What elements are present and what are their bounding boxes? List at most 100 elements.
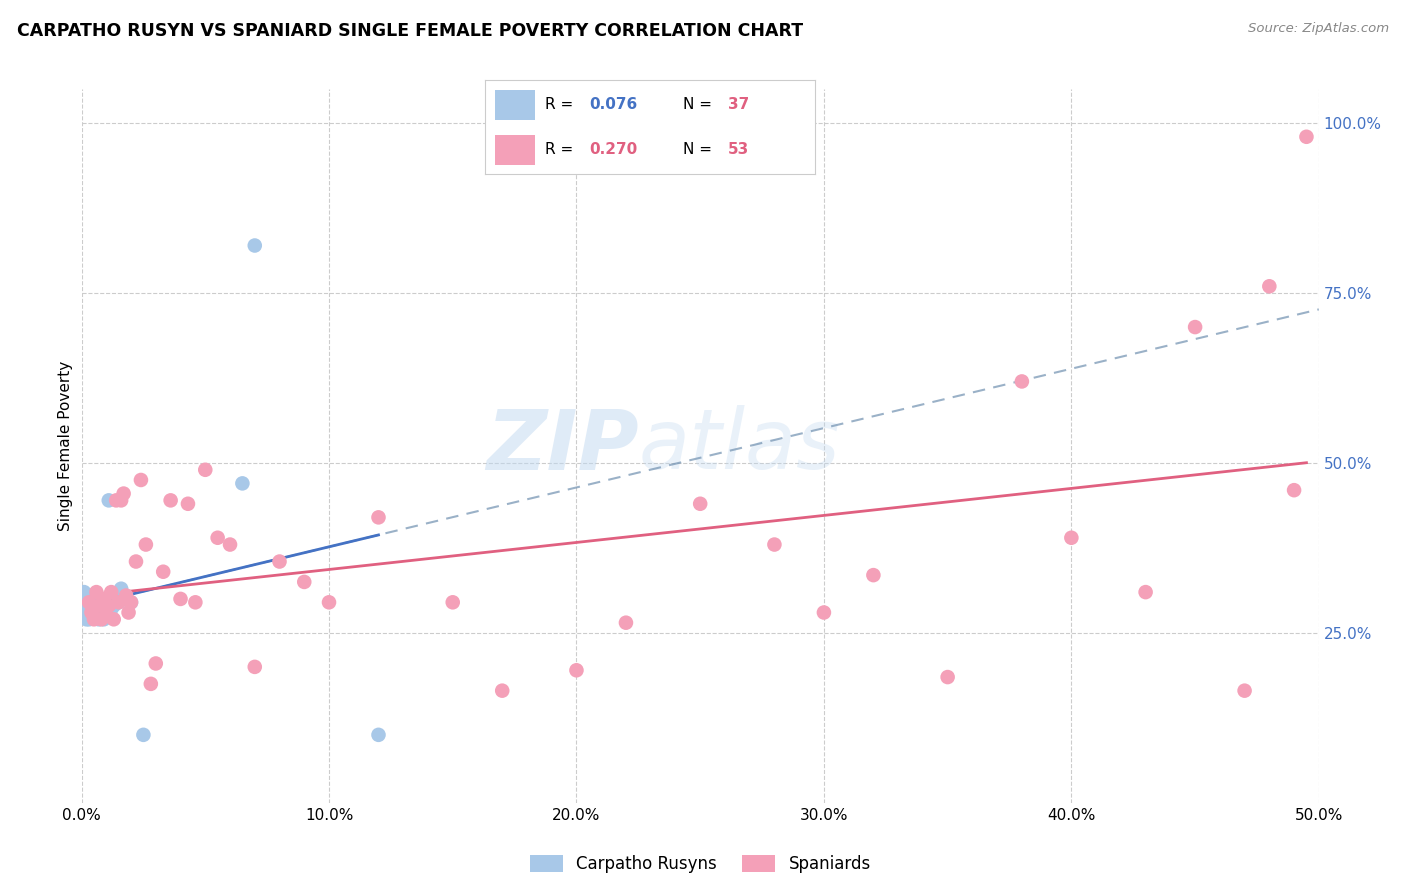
Point <box>177 497 200 511</box>
Point <box>1295 129 1317 144</box>
Point <box>1282 483 1305 498</box>
Point <box>77 589 100 603</box>
Point <box>117 606 139 620</box>
Point <box>107 595 129 609</box>
Point <box>76 589 98 603</box>
Point <box>292 574 315 589</box>
Point <box>1233 683 1256 698</box>
Point <box>77 595 100 609</box>
Point <box>614 615 637 630</box>
Legend: Carpatho Rusyns, Spaniards: Carpatho Rusyns, Spaniards <box>523 848 877 880</box>
Text: N =: N = <box>683 97 717 112</box>
Point <box>135 537 157 551</box>
Text: ZIP: ZIP <box>485 406 638 486</box>
Point <box>120 595 142 609</box>
Point <box>1258 279 1281 293</box>
Point <box>862 568 884 582</box>
Point <box>86 602 108 616</box>
Point <box>110 493 132 508</box>
Point <box>105 493 128 508</box>
Point <box>1135 585 1157 599</box>
Point <box>132 728 155 742</box>
Text: 37: 37 <box>728 97 749 112</box>
Point <box>76 602 98 616</box>
Point <box>80 591 103 606</box>
Point <box>72 595 94 609</box>
Point <box>90 608 112 623</box>
Point <box>87 612 110 626</box>
Point <box>87 599 110 613</box>
Point <box>243 660 266 674</box>
Text: R =: R = <box>544 142 578 157</box>
Text: N =: N = <box>683 142 717 157</box>
Point <box>139 677 162 691</box>
Point <box>80 606 103 620</box>
Point <box>76 612 98 626</box>
Point <box>145 657 167 671</box>
Point <box>125 555 148 569</box>
Point <box>76 595 98 609</box>
Point <box>107 595 129 609</box>
Point <box>86 585 108 599</box>
Point <box>159 493 181 508</box>
Point <box>103 612 125 626</box>
Point <box>96 608 118 623</box>
Point <box>100 585 122 599</box>
Point <box>75 606 97 620</box>
Text: 53: 53 <box>728 142 749 157</box>
Point <box>1184 320 1206 334</box>
Y-axis label: Single Female Poverty: Single Female Poverty <box>58 361 73 531</box>
Point <box>83 602 105 616</box>
Point <box>269 555 291 569</box>
Point <box>93 612 115 626</box>
Point <box>936 670 959 684</box>
Point <box>77 606 100 620</box>
Point <box>83 608 105 623</box>
Point <box>565 663 588 677</box>
Point <box>90 612 112 626</box>
Point <box>83 595 105 609</box>
Point <box>77 595 100 609</box>
Point <box>97 493 120 508</box>
Text: 0.076: 0.076 <box>589 97 637 112</box>
Point <box>367 510 389 524</box>
Text: Source: ZipAtlas.com: Source: ZipAtlas.com <box>1249 22 1389 36</box>
Point <box>86 608 108 623</box>
Text: atlas: atlas <box>638 406 839 486</box>
Point <box>1011 375 1033 389</box>
Point <box>367 728 389 742</box>
Point <box>93 602 115 616</box>
Point <box>97 599 120 613</box>
Point <box>129 473 152 487</box>
Point <box>441 595 464 609</box>
Text: 0.270: 0.270 <box>589 142 637 157</box>
Point <box>103 599 125 613</box>
Point <box>115 589 138 603</box>
Text: R =: R = <box>544 97 578 112</box>
Point <box>110 582 132 596</box>
Point <box>80 606 103 620</box>
Point <box>73 595 96 609</box>
Point <box>318 595 340 609</box>
Bar <box>495 135 534 164</box>
Point <box>77 612 100 626</box>
Point <box>73 585 96 599</box>
Point <box>184 595 207 609</box>
Point <box>813 606 835 620</box>
Point <box>194 463 217 477</box>
Text: CARPATHO RUSYN VS SPANIARD SINGLE FEMALE POVERTY CORRELATION CHART: CARPATHO RUSYN VS SPANIARD SINGLE FEMALE… <box>17 22 803 40</box>
Point <box>73 602 96 616</box>
Point <box>83 612 105 626</box>
Point <box>152 565 174 579</box>
Point <box>219 537 242 551</box>
Point <box>87 602 110 616</box>
Point <box>689 497 711 511</box>
Point <box>169 591 191 606</box>
Point <box>231 476 253 491</box>
Point <box>100 602 122 616</box>
Bar <box>495 89 534 120</box>
Point <box>96 608 118 623</box>
Point <box>243 238 266 252</box>
Point <box>207 531 229 545</box>
Point <box>763 537 786 551</box>
